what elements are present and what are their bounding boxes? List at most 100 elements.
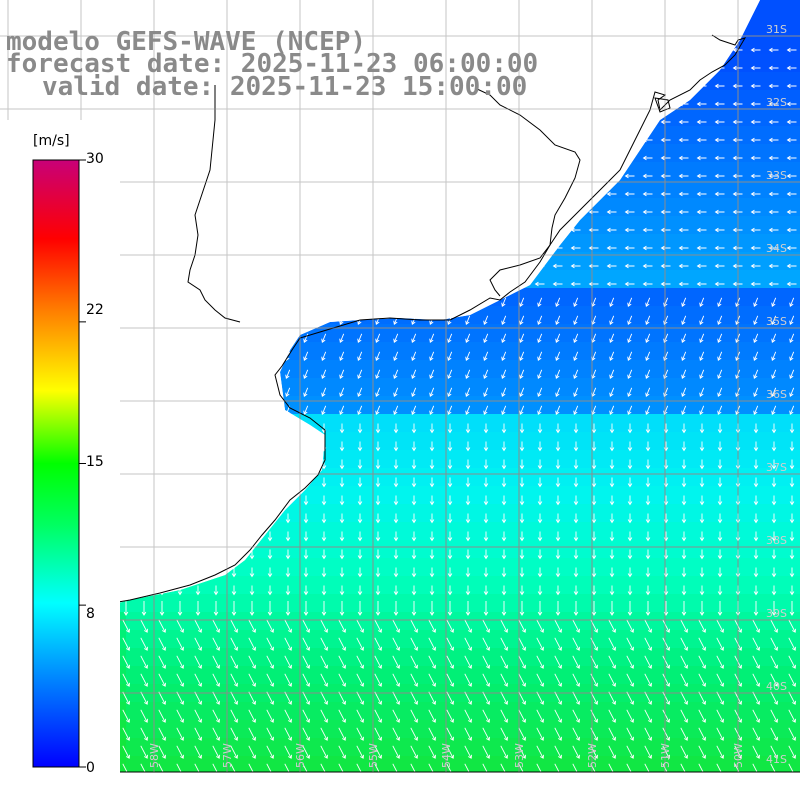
wind-arrow <box>644 655 652 669</box>
wind-arrow <box>537 387 543 397</box>
wind-arrow <box>482 619 490 633</box>
wind-arrow <box>321 513 327 524</box>
wind-arrow <box>194 709 202 723</box>
wind-arrow <box>375 387 381 397</box>
wind-arrow <box>660 209 671 215</box>
wind-arrow <box>555 601 561 616</box>
wind-arrow <box>140 691 148 705</box>
wind-arrow <box>357 477 363 488</box>
wind-arrow <box>555 549 561 560</box>
wind-arrow <box>573 441 579 452</box>
wind-arrow <box>303 333 309 343</box>
wind-arrow <box>122 673 130 687</box>
wind-arrow <box>303 405 309 415</box>
wind-arrow <box>681 567 687 578</box>
wind-arrow <box>537 459 543 470</box>
wind-arrow <box>680 709 688 723</box>
wind-arrow <box>158 763 164 772</box>
wind-arrow <box>267 601 273 616</box>
wind-arrow <box>483 601 489 616</box>
wind-arrow <box>339 601 345 616</box>
wind-arrow <box>519 459 525 470</box>
wind-arrow <box>678 209 689 215</box>
wind-arrow <box>320 763 326 772</box>
wind-arrow <box>447 477 453 488</box>
wind-arrow <box>606 281 617 287</box>
wind-arrow <box>339 585 345 596</box>
wind-arrow <box>626 673 634 687</box>
wind-arrow <box>717 601 723 616</box>
wind-arrow <box>519 531 525 542</box>
wind-arrow <box>339 495 345 506</box>
wind-arrow <box>624 209 635 215</box>
wind-arrow <box>627 405 633 415</box>
wind-arrow <box>609 459 615 470</box>
wind-arrow <box>608 745 616 759</box>
wind-arrow <box>788 691 796 705</box>
wind-arrow <box>768 119 779 125</box>
wind-arrow <box>357 405 363 415</box>
wind-arrow <box>626 763 632 772</box>
latitude-label: 36S <box>766 388 787 401</box>
wind-arrow <box>537 495 543 506</box>
wind-arrow <box>393 567 399 578</box>
wind-arrow <box>447 495 453 506</box>
wind-arrow <box>789 601 795 616</box>
wind-arrow <box>284 619 292 633</box>
wind-arrow <box>753 459 759 470</box>
wind-arrow <box>356 619 364 633</box>
wind-arrow <box>714 173 725 179</box>
wind-arrow <box>681 549 687 560</box>
wind-arrow <box>768 137 779 143</box>
wind-arrow <box>321 601 327 616</box>
wind-arrow <box>698 709 706 723</box>
wind-arrow <box>231 585 237 596</box>
wind-arrow <box>230 673 238 687</box>
wind-arrow <box>230 655 238 669</box>
wind-arrow <box>573 495 579 506</box>
wind-arrow <box>501 351 507 361</box>
wind-arrow <box>788 673 796 687</box>
wind-arrow <box>212 655 220 669</box>
wind-arrow <box>500 691 508 705</box>
wind-arrow <box>771 423 777 434</box>
wind-arrow <box>411 477 417 488</box>
longitude-label: 53W <box>513 743 526 768</box>
wind-arrow <box>392 691 400 705</box>
wind-arrow <box>716 727 724 741</box>
wind-arrow <box>464 619 472 633</box>
wind-arrow <box>212 673 220 687</box>
wind-arrow <box>570 281 581 287</box>
wind-arrow <box>789 495 795 506</box>
wind-arrow <box>303 369 309 379</box>
wind-arrow <box>374 745 382 759</box>
wind-arrow <box>789 531 795 542</box>
wind-arrow <box>752 745 760 759</box>
wind-arrow <box>302 763 308 772</box>
wind-arrow <box>696 119 707 125</box>
wind-arrow <box>681 351 687 361</box>
wind-arrow <box>627 387 633 397</box>
wind-arrow <box>609 601 615 616</box>
wind-arrow <box>698 745 706 759</box>
wind-arrow <box>356 745 364 759</box>
wind-arrow <box>662 709 670 723</box>
wind-arrow <box>410 763 416 772</box>
wind-arrow <box>140 763 146 772</box>
wind-arrow <box>624 173 635 179</box>
wind-arrow <box>518 745 526 759</box>
wind-arrow <box>249 567 255 578</box>
wind-arrow <box>302 691 310 705</box>
wind-arrow <box>678 155 689 161</box>
wind-arrow <box>662 673 670 687</box>
wind-arrow <box>321 495 327 506</box>
wind-arrow <box>303 387 309 397</box>
wind-arrow <box>537 601 543 616</box>
wind-arrow <box>609 351 615 361</box>
wind-arrow <box>591 601 597 616</box>
wind-arrow <box>447 369 453 379</box>
wind-arrow <box>501 585 507 596</box>
wind-arrow <box>554 727 562 741</box>
wind-arrow <box>752 673 760 687</box>
wind-arrow <box>753 585 759 596</box>
